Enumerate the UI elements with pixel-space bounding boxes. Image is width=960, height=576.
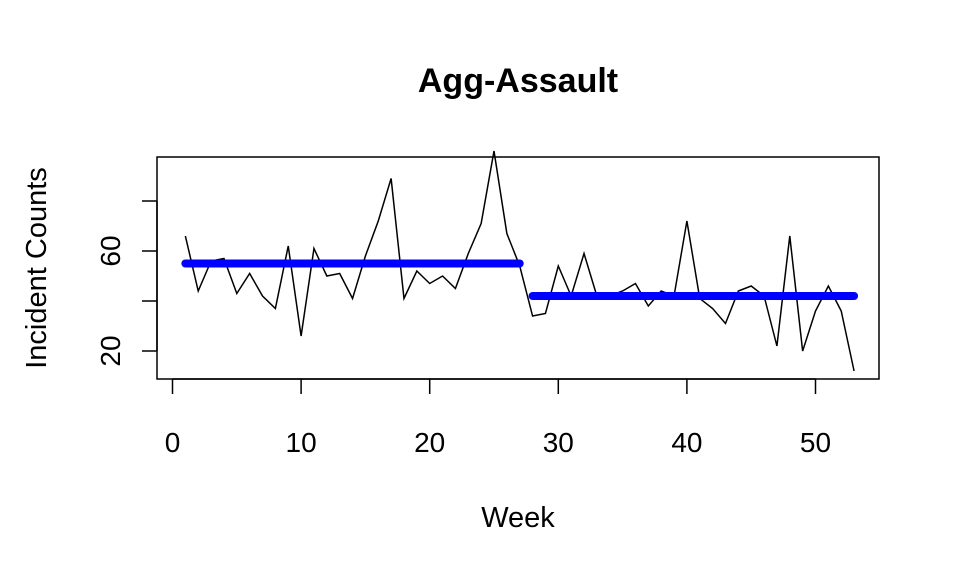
chart-title: Agg-Assault xyxy=(418,62,618,100)
x-tick-label: 40 xyxy=(671,427,702,458)
x-axis: 0 10 20 30 40 50 xyxy=(165,378,831,458)
x-tick-label: 10 xyxy=(286,427,317,458)
x-axis-label: Week xyxy=(481,502,555,534)
y-tick-label: 60 xyxy=(95,235,126,266)
x-tick-label: 50 xyxy=(800,427,831,458)
plot-frame xyxy=(156,156,880,380)
x-tick-label: 0 xyxy=(165,427,181,458)
x-tick-label: 30 xyxy=(543,427,574,458)
plot-area xyxy=(181,150,859,372)
y-axis-label: Incident Counts xyxy=(21,167,53,369)
y-tick-label: 20 xyxy=(95,335,126,366)
x-tick-label: 20 xyxy=(414,427,445,458)
